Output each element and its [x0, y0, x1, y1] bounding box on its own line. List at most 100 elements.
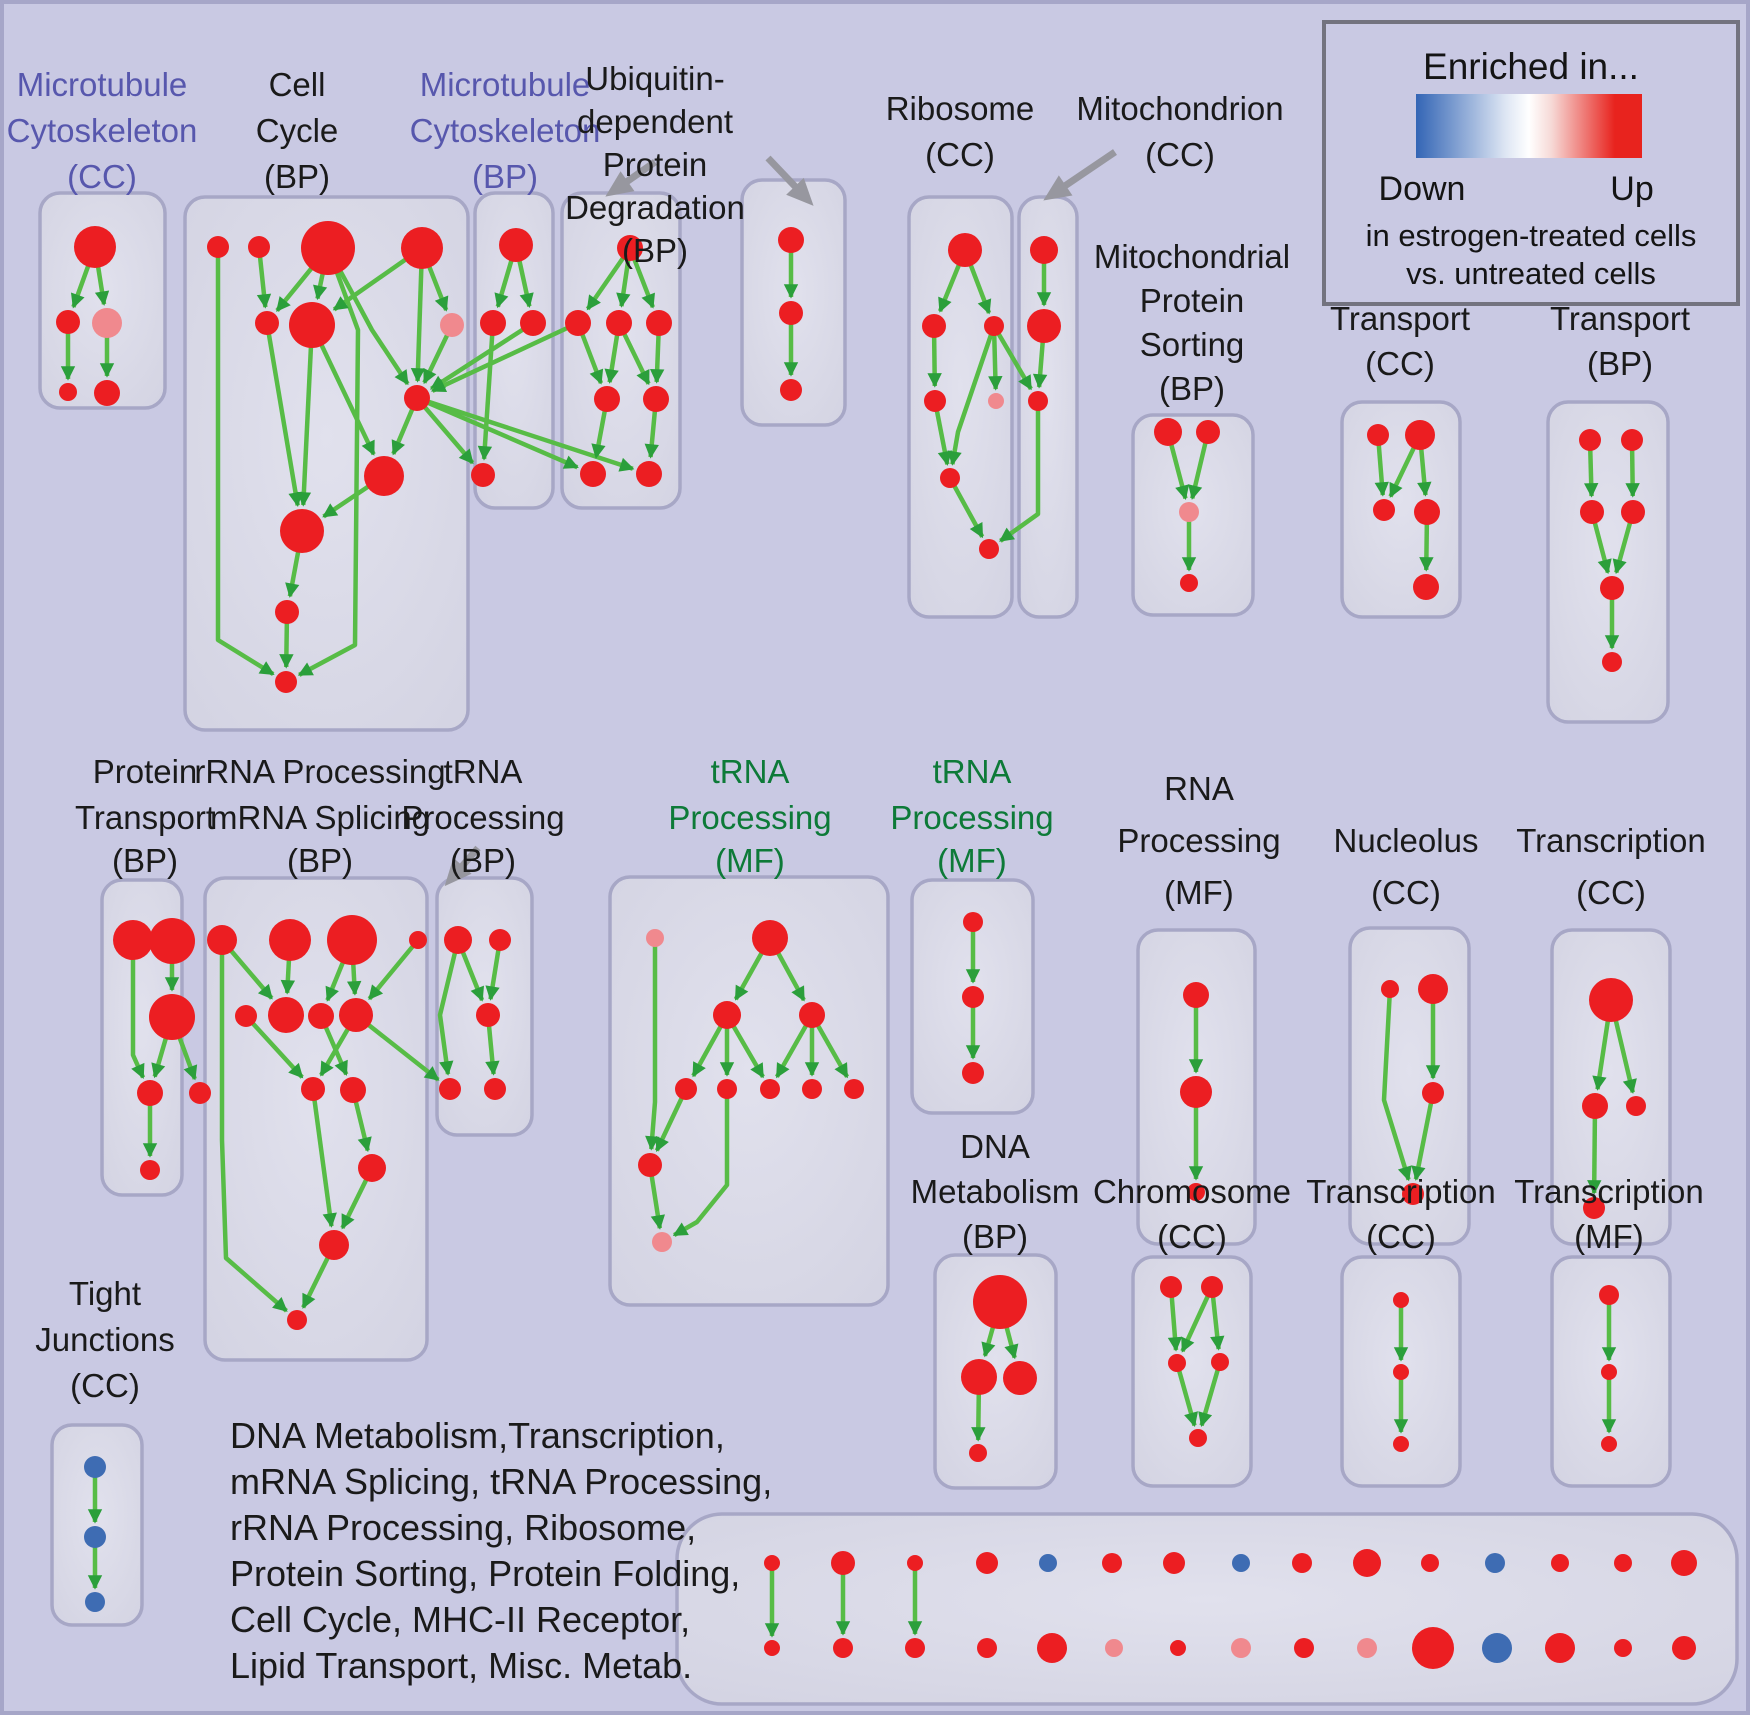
node-x2	[1393, 1364, 1409, 1380]
label-transcription-cc-a: Transcription (CC)	[1516, 822, 1706, 911]
node-bb12	[1482, 1633, 1512, 1663]
node-v3	[1626, 1096, 1646, 1116]
node-s1	[973, 1275, 1027, 1329]
node-q8	[844, 1079, 864, 1099]
edge-r3-r5	[988, 325, 1003, 391]
node-q4	[675, 1078, 697, 1100]
cluster-tight-junctions-box	[50, 1423, 144, 1627]
node-q5	[717, 1079, 737, 1099]
node-bt11	[1421, 1554, 1439, 1572]
node-h1	[1154, 418, 1182, 446]
legend-gradient-bar	[1416, 94, 1642, 158]
node-j4	[1621, 500, 1645, 524]
node-t2	[489, 929, 511, 951]
node-i5	[1413, 574, 1439, 600]
node-v4	[1583, 1197, 1605, 1219]
node-d2	[565, 310, 591, 336]
legend-title: Enriched in...	[1423, 46, 1639, 87]
node-p2	[1180, 1076, 1212, 1108]
legend: Enriched in... Down Up in estrogen-treat…	[1322, 20, 1740, 306]
node-h4	[1180, 574, 1198, 592]
node-p3	[1187, 1183, 1205, 1201]
node-k5	[189, 1082, 211, 1104]
node-l6	[268, 997, 304, 1033]
node-y2	[1601, 1364, 1617, 1380]
cluster-trna-mf-a-box	[608, 875, 890, 1307]
node-d1	[617, 235, 643, 261]
edge-r6-r8	[999, 401, 1041, 543]
edge-r3-r6	[992, 324, 1033, 391]
edge-v2-v4	[1587, 1105, 1602, 1195]
node-o1	[963, 912, 983, 932]
node-l4	[409, 931, 427, 949]
edge-k1-k4	[130, 940, 146, 1079]
label-chromosome: Chromosome (CC)	[1093, 1173, 1291, 1255]
node-r3	[984, 316, 1004, 336]
node-r4	[924, 390, 946, 412]
cluster-mixed-pathways-box	[675, 1512, 1739, 1706]
edge-l9-l12	[310, 1088, 337, 1228]
node-bt13	[1551, 1554, 1569, 1572]
node-l9	[301, 1077, 325, 1101]
node-o2	[962, 986, 984, 1008]
cluster-rna-transport-box	[1546, 400, 1670, 724]
node-d6	[643, 386, 669, 412]
node-bt5	[1039, 1554, 1057, 1572]
label-transcription-cc-b: Transcription (CC)	[1306, 1173, 1496, 1255]
node-d3	[606, 310, 632, 336]
edge-b4-b8	[410, 247, 426, 383]
node-i4	[1414, 499, 1440, 525]
node-s2	[961, 1359, 997, 1395]
node-q7	[802, 1079, 822, 1099]
node-bt4	[976, 1552, 998, 1574]
node-k2	[149, 918, 195, 964]
node-u3	[1422, 1082, 1444, 1104]
node-w4	[1211, 1353, 1229, 1371]
node-i1	[1367, 424, 1389, 446]
node-l12	[319, 1230, 349, 1260]
node-b3	[301, 221, 355, 275]
node-bt9	[1292, 1553, 1312, 1573]
node-l8	[339, 998, 373, 1032]
cluster-transcription-cc-a-box	[1550, 928, 1672, 1246]
edge-l4-l8	[367, 938, 420, 1001]
legend-subtitle-1: in estrogen-treated cells	[1365, 218, 1697, 253]
node-d5	[594, 386, 620, 412]
label-mtc-bp: Microtubule Cytoskeleton (BP)	[410, 66, 601, 195]
node-bb3	[905, 1638, 925, 1658]
node-p1	[1183, 982, 1209, 1008]
label-cell-cycle: Cell Cycle (BP)	[256, 66, 339, 195]
node-bb7	[1170, 1640, 1186, 1656]
edge-q5-q10	[672, 1089, 730, 1238]
node-j2	[1621, 429, 1643, 451]
node-l2	[269, 919, 311, 961]
node-x3	[1393, 1436, 1409, 1452]
node-bt8	[1232, 1554, 1250, 1572]
edge-b6-b9	[309, 324, 376, 456]
node-q3	[799, 1002, 825, 1028]
cluster-nucleolus-box	[1348, 926, 1471, 1246]
node-b8	[404, 385, 430, 411]
node-t1	[444, 926, 472, 954]
node-k4	[137, 1080, 163, 1106]
label-nucleolus: Nucleolus (CC)	[1334, 822, 1479, 911]
edge-l1-l13	[219, 940, 288, 1313]
label-mito-sorting: Mitochondrial Protein Sorting (BP)	[1094, 238, 1290, 407]
node-j1	[1579, 429, 1601, 451]
node-q10	[652, 1232, 672, 1252]
pointer-arrow-2	[765, 155, 814, 206]
node-m1	[1030, 236, 1058, 264]
node-bb8	[1231, 1638, 1251, 1658]
node-l1	[207, 925, 237, 955]
node-r8	[979, 539, 999, 559]
label-ubiq-deg: Ubiquitin-dependent Protein Degradation (BP…	[565, 60, 745, 269]
node-j6	[1602, 652, 1622, 672]
node-q2	[713, 1001, 741, 1029]
node-bb9	[1294, 1638, 1314, 1658]
edge-b1-b12	[215, 247, 275, 677]
node-w2	[1201, 1276, 1223, 1298]
node-b9	[364, 456, 404, 496]
node-bb1	[764, 1640, 780, 1656]
node-t3	[476, 1003, 500, 1027]
